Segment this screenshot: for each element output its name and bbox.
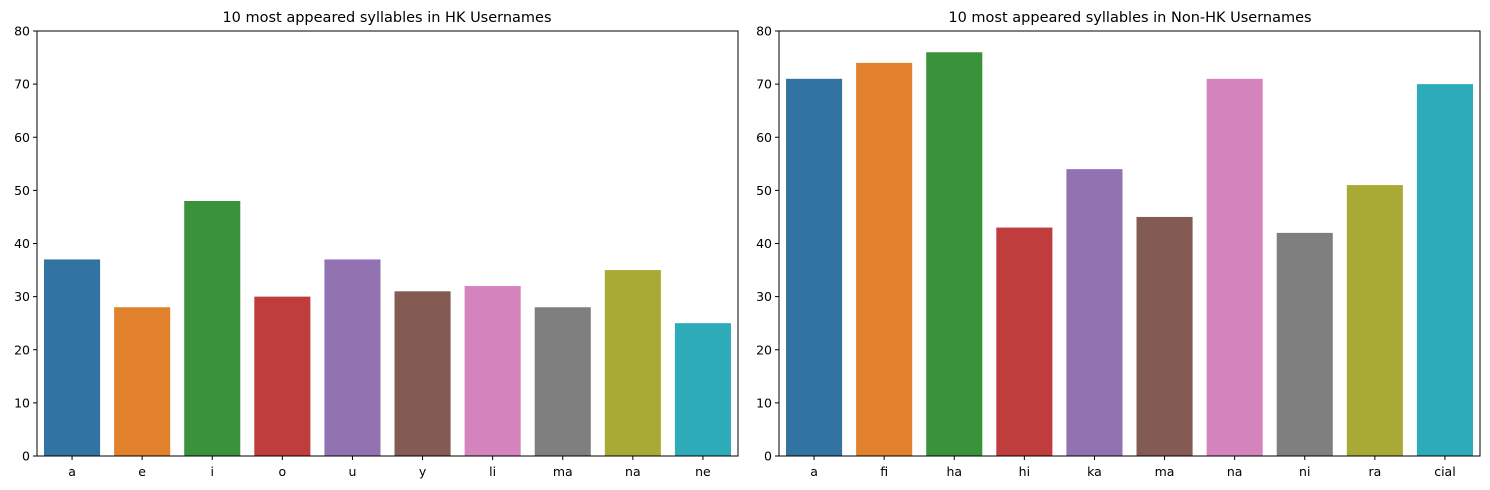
y-tick-label: 70 — [756, 77, 772, 92]
chart-title: 10 most appeared syllables in HK Usernam… — [222, 10, 551, 26]
x-tick-label: ma — [553, 464, 573, 479]
bar-ni — [1276, 232, 1333, 456]
bar-a — [786, 78, 843, 456]
chart-non-hk-usernames: 10 most appeared syllables in Non-HK Use… — [756, 10, 1481, 479]
y-tick-label: 20 — [756, 342, 772, 357]
bar-hi — [996, 227, 1053, 456]
y-tick-label: 50 — [14, 183, 30, 198]
x-tick-label: ha — [946, 464, 962, 479]
bar-u — [324, 259, 381, 456]
x-tick-label: cial — [1434, 464, 1455, 479]
bar-na — [604, 270, 661, 456]
x-tick-label: na — [1227, 464, 1243, 479]
y-tick-label: 10 — [14, 395, 30, 410]
x-tick-label: hi — [1019, 464, 1030, 479]
bar-i — [184, 201, 241, 456]
bar-ka — [1066, 169, 1123, 456]
x-tick-label: a — [810, 464, 818, 479]
bar-e — [114, 307, 171, 456]
x-tick-label: ni — [1299, 464, 1310, 479]
bar-na — [1206, 78, 1263, 456]
bar-a — [44, 259, 101, 456]
x-tick-label: fi — [880, 464, 888, 479]
bar-y — [394, 291, 451, 456]
y-tick-label: 10 — [756, 395, 772, 410]
y-tick-label: 60 — [14, 130, 30, 145]
bar-ma — [1136, 216, 1193, 456]
y-tick-label: 20 — [14, 342, 30, 357]
y-tick-label: 0 — [764, 449, 772, 464]
bar-o — [254, 296, 311, 456]
bar-ha — [926, 52, 983, 456]
y-tick-label: 60 — [756, 130, 772, 145]
y-tick-label: 70 — [14, 77, 30, 92]
x-tick-label: ma — [1155, 464, 1175, 479]
y-tick-label: 40 — [14, 236, 30, 251]
bar-ma — [534, 307, 591, 456]
x-tick-label: na — [625, 464, 641, 479]
x-tick-label: e — [138, 464, 146, 479]
x-tick-label: li — [489, 464, 496, 479]
bar-ra — [1346, 185, 1403, 456]
chart-hk-usernames: 10 most appeared syllables in HK Usernam… — [14, 10, 739, 479]
x-tick-label: a — [68, 464, 76, 479]
x-tick-label: y — [419, 464, 427, 479]
y-tick-label: 80 — [756, 24, 772, 39]
x-tick-label: ne — [695, 464, 711, 479]
y-tick-label: 40 — [756, 236, 772, 251]
y-tick-label: 30 — [14, 289, 30, 304]
x-tick-label: ra — [1368, 464, 1381, 479]
y-tick-label: 0 — [22, 449, 30, 464]
bar-cial — [1416, 84, 1473, 456]
chart-title: 10 most appeared syllables in Non-HK Use… — [948, 10, 1311, 26]
y-tick-label: 50 — [756, 183, 772, 198]
bar-ne — [674, 323, 731, 456]
y-tick-label: 30 — [756, 289, 772, 304]
bar-fi — [856, 62, 913, 456]
x-tick-label: i — [211, 464, 214, 479]
x-tick-label: u — [348, 464, 356, 479]
y-tick-label: 80 — [14, 24, 30, 39]
bar-li — [464, 286, 521, 456]
x-tick-label: o — [279, 464, 287, 479]
x-tick-label: ka — [1087, 464, 1102, 479]
